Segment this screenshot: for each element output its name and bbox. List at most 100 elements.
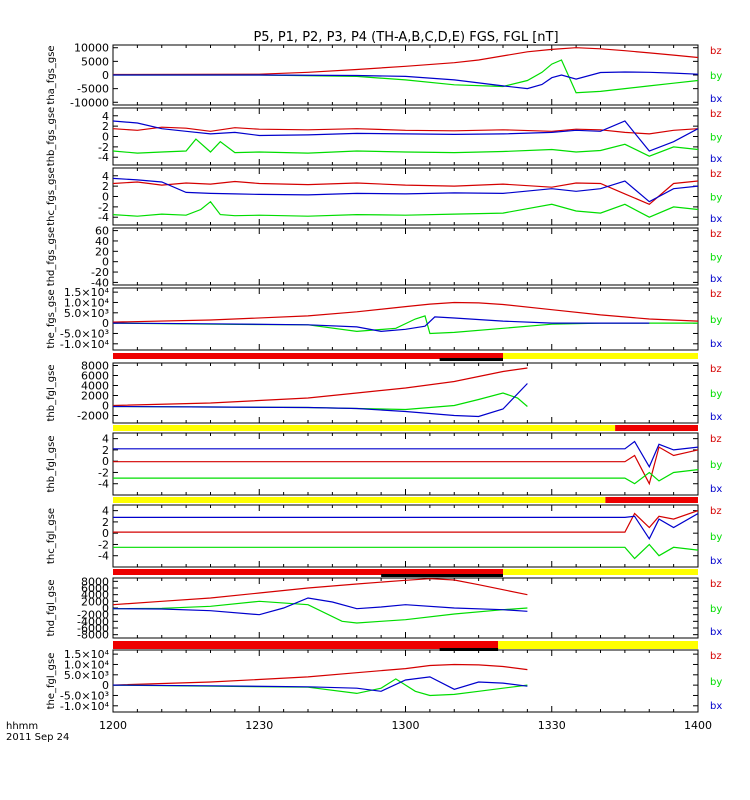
legend-by: by bbox=[710, 532, 722, 543]
y-tick-label: 6000 bbox=[81, 370, 109, 383]
series-line-bz bbox=[113, 126, 698, 135]
legend-bz: bz bbox=[710, 364, 722, 375]
y-tick-label: 10000 bbox=[74, 42, 109, 55]
y-axis-label: the_fgs_gse bbox=[46, 289, 57, 348]
series-line-bz bbox=[113, 578, 528, 606]
series-line-by bbox=[113, 138, 698, 157]
series-group bbox=[113, 47, 698, 94]
panel-frame bbox=[112, 649, 699, 713]
series-line-by bbox=[113, 543, 698, 560]
series-line-bx bbox=[113, 383, 528, 418]
series-group bbox=[113, 440, 698, 486]
y-tick-label: -8000 bbox=[77, 629, 109, 642]
y-tick-label: -1.0×10⁴ bbox=[60, 700, 110, 713]
series-line-by bbox=[113, 469, 698, 485]
status-bar-3 bbox=[113, 497, 698, 503]
series-line-bx bbox=[113, 177, 698, 203]
y-tick-label: -4 bbox=[98, 211, 109, 224]
y-tick-label: 20 bbox=[95, 245, 109, 258]
y-axis-label: thc_fgs_gse bbox=[46, 167, 57, 226]
y-tick-label: 0 bbox=[102, 69, 109, 82]
series-line-by bbox=[113, 315, 698, 335]
legend-bx: bx bbox=[710, 214, 722, 225]
series-line-bz bbox=[113, 47, 698, 76]
panel-2: 420-2-4 thb_fgs_gse bz by bx bbox=[46, 107, 722, 166]
y-tick-label: 0 bbox=[102, 400, 109, 413]
series-line-bx bbox=[113, 440, 698, 469]
series-line-bx bbox=[113, 597, 528, 616]
x-tick-label: 1400 bbox=[684, 719, 712, 732]
panel-frame bbox=[112, 287, 699, 351]
y-tick-label: -2 bbox=[98, 201, 109, 214]
y-tick-label: -2 bbox=[98, 141, 109, 154]
y-tick-label: -4 bbox=[98, 550, 109, 563]
legend-by: by bbox=[710, 193, 722, 204]
series-group bbox=[113, 510, 698, 560]
series-line-bz bbox=[113, 367, 528, 407]
y-tick-label: 2 bbox=[102, 444, 109, 457]
status-bar-segment bbox=[113, 569, 503, 575]
series-line-bx bbox=[113, 512, 698, 541]
series-group bbox=[113, 367, 528, 418]
series-line-bx bbox=[113, 120, 698, 152]
y-tick-label: 1.5×10⁴ bbox=[64, 648, 110, 661]
y-axis-label: thd_fgl_gse bbox=[46, 580, 57, 637]
y-axis-label: tha_fgs_gse bbox=[46, 45, 57, 104]
series-group bbox=[113, 578, 528, 624]
y-tick-label: 60 bbox=[95, 225, 109, 238]
y-tick-label: -5000 bbox=[77, 83, 109, 96]
time-axis-label: hhmm bbox=[6, 721, 38, 732]
y-tick-label: 0 bbox=[102, 679, 109, 692]
y-tick-label: -4 bbox=[98, 151, 109, 164]
series-line-bz bbox=[113, 180, 698, 205]
legend-bx: bx bbox=[710, 339, 722, 350]
legend-bz: bz bbox=[710, 651, 722, 662]
series-line-bx bbox=[113, 316, 650, 333]
y-tick-label: -5.0×10³ bbox=[60, 689, 109, 702]
y-tick-label: 8000 bbox=[81, 360, 109, 373]
legend-by: by bbox=[710, 253, 722, 264]
x-tick-label: 1200 bbox=[99, 719, 127, 732]
y-tick-label: 0 bbox=[102, 602, 109, 615]
status-bar-4 bbox=[113, 569, 698, 577]
status-bar-segment bbox=[503, 353, 698, 359]
legend-by: by bbox=[710, 315, 722, 326]
y-tick-label: -6000 bbox=[77, 622, 109, 635]
legend-bx: bx bbox=[710, 484, 722, 495]
status-bar-segment bbox=[503, 569, 698, 575]
series-line-bz bbox=[113, 663, 528, 686]
y-tick-label: 2000 bbox=[81, 595, 109, 608]
panel-frame bbox=[112, 167, 699, 226]
legend-bx: bx bbox=[710, 556, 722, 567]
panel-3: 420-2-4 thc_fgs_gse bz by bx bbox=[46, 167, 722, 226]
legend-bz: bz bbox=[710, 506, 722, 517]
legend-bz: bz bbox=[710, 109, 722, 120]
y-tick-label: 4 bbox=[102, 505, 109, 518]
status-bar-segment bbox=[615, 425, 698, 431]
y-axis-label: thd_fgs_gse bbox=[46, 227, 57, 286]
status-bar-segment bbox=[113, 497, 606, 503]
x-tick-label: 1230 bbox=[245, 719, 273, 732]
x-tick-label: 1330 bbox=[538, 719, 566, 732]
chart-title: P5, P1, P2, P3, P4 (TH-A,B,C,D,E) FGS, F… bbox=[253, 30, 558, 45]
y-tick-label: -2 bbox=[98, 538, 109, 551]
y-tick-label: -20 bbox=[91, 266, 109, 279]
legend-by: by bbox=[710, 460, 722, 471]
legend-bz: bz bbox=[710, 434, 722, 445]
date-label: 2011 Sep 24 bbox=[6, 732, 69, 743]
series-line-by bbox=[113, 200, 698, 218]
status-bar-segment bbox=[498, 641, 698, 649]
legend-bx: bx bbox=[710, 412, 722, 423]
panel-frame bbox=[112, 362, 699, 424]
legend-bz: bz bbox=[710, 579, 722, 590]
y-tick-label: 1.0×10⁴ bbox=[64, 296, 110, 309]
y-tick-label: 8000 bbox=[81, 575, 109, 588]
y-tick-label: 2 bbox=[102, 120, 109, 133]
y-tick-label: 1.0×10⁴ bbox=[64, 658, 110, 671]
panel-7: 420-2-4 thb_fgl_gse bz by bx bbox=[46, 432, 722, 496]
series-group bbox=[113, 177, 698, 218]
